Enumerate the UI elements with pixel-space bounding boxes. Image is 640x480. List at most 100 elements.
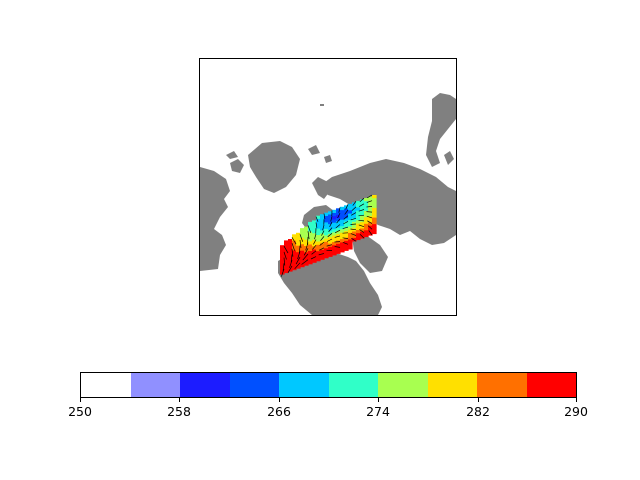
temperature-cell — [372, 220, 377, 225]
temperature-cell — [320, 240, 325, 244]
colorbar-swatch — [81, 373, 131, 397]
temperature-cell — [308, 247, 313, 252]
small-island — [320, 104, 324, 106]
temperature-cell — [356, 210, 361, 215]
temperature-cell — [324, 248, 329, 252]
wind-vector — [297, 251, 301, 260]
temperature-cell — [292, 260, 297, 264]
temperature-cell — [332, 232, 337, 236]
temperature-cell — [312, 233, 317, 237]
temperature-cell — [344, 211, 349, 216]
temperature-cell — [352, 202, 357, 206]
temperature-cell — [300, 228, 305, 232]
colorbar-tick-label: 250 — [68, 404, 92, 419]
temperature-cell — [356, 200, 361, 205]
temperature-cell — [344, 218, 349, 222]
temperature-cell — [288, 251, 293, 256]
temperature-cell — [280, 258, 285, 262]
colorbar-tick-label: 266 — [267, 404, 291, 419]
temperature-cell — [284, 243, 289, 248]
temperature-cell — [364, 204, 369, 208]
temperature-cell — [304, 233, 309, 237]
temperature-cell — [372, 217, 377, 222]
temperature-cell — [316, 225, 321, 229]
temperature-cell — [292, 243, 297, 248]
eurasia-landmass — [318, 159, 456, 245]
wind-vector — [343, 215, 349, 220]
temperature-cell — [328, 246, 333, 251]
temperature-cell — [320, 220, 325, 225]
wind-vector — [359, 203, 365, 207]
temperature-cell — [284, 259, 289, 264]
temperature-cell — [340, 213, 345, 217]
temperature-cell — [340, 235, 345, 240]
temperature-cell — [340, 229, 345, 233]
temperature-cell — [284, 269, 289, 274]
wind-vector — [351, 212, 357, 216]
temperature-cell — [336, 218, 341, 222]
temperature-cell — [308, 221, 313, 226]
wind-vector — [358, 219, 365, 222]
temperature-cell — [332, 225, 337, 230]
temperature-cell — [352, 218, 357, 223]
wind-vector — [367, 194, 373, 199]
temperature-cell — [348, 213, 353, 218]
temperature-cell — [308, 244, 313, 249]
temperature-cell — [344, 240, 349, 245]
wind-vector — [327, 233, 333, 238]
temperature-cell — [284, 266, 289, 270]
temperature-cell — [324, 235, 329, 239]
wind-vector — [343, 221, 349, 225]
wind-vector — [329, 221, 333, 227]
temperature-cell — [356, 207, 361, 211]
temperature-cell — [336, 227, 341, 232]
wind-vector — [366, 206, 373, 208]
temperature-cell — [304, 255, 309, 260]
temperature-cell — [308, 260, 313, 265]
temperature-cell — [332, 222, 337, 227]
temperature-cell — [348, 239, 353, 243]
temperature-cell — [312, 239, 317, 244]
colorbar-tick — [279, 398, 280, 402]
colorbar-swatch — [328, 373, 378, 397]
temperature-cell — [312, 246, 317, 250]
temperature-cell — [336, 211, 341, 216]
temperature-cell — [336, 243, 341, 248]
temperature-cell — [336, 234, 341, 238]
wind-vector — [307, 231, 310, 240]
map-panel — [199, 58, 457, 316]
wind-vector — [366, 211, 373, 213]
svalbard-islands — [308, 145, 332, 163]
wind-vector — [368, 230, 373, 236]
wind-vector — [314, 233, 317, 240]
temperature-cell — [288, 258, 293, 262]
temperature-cell — [368, 202, 373, 207]
temperature-cell — [292, 240, 297, 245]
temperature-cell — [360, 225, 365, 229]
wind-vector — [318, 247, 325, 251]
temperature-cell — [360, 199, 365, 203]
temperature-cell — [324, 254, 329, 259]
temperature-cell — [368, 196, 373, 201]
colorbar-tick — [576, 398, 577, 402]
wind-vector — [303, 248, 309, 256]
japan-islands — [444, 151, 454, 165]
wind-vector — [367, 220, 373, 224]
temperature-cell — [288, 268, 293, 272]
temperature-cell — [372, 195, 377, 199]
temperature-cell — [372, 230, 377, 235]
temperature-cell — [312, 230, 317, 234]
temperature-cell — [364, 210, 369, 215]
temperature-cell — [364, 223, 369, 228]
temperature-cell — [320, 227, 325, 231]
temperature-cell — [288, 255, 293, 259]
temperature-cell — [372, 201, 377, 206]
temperature-cell — [348, 207, 353, 211]
temperature-cell — [360, 231, 365, 236]
wind-vector — [291, 237, 297, 245]
wind-vector — [310, 256, 317, 260]
temperature-cell — [292, 237, 297, 242]
wind-vector — [290, 254, 293, 263]
wind-vector — [315, 222, 318, 228]
wind-vector — [302, 253, 309, 261]
